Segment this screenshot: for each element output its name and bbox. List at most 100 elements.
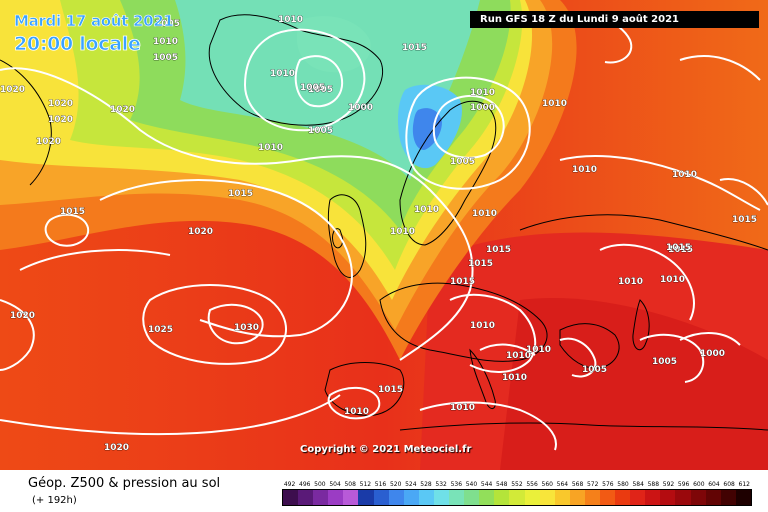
isobar-label: 1010 — [526, 345, 551, 355]
isobar-label: 1010 — [414, 205, 439, 215]
scale-tick-label: 592 — [662, 481, 675, 488]
isobar-1020-edge — [0, 299, 35, 371]
isobar-label: 1005 — [308, 85, 333, 95]
scale-swatch — [283, 490, 299, 505]
scale-swatch — [645, 490, 661, 505]
scale-swatch — [735, 490, 751, 505]
isobar-label: 1010 — [506, 351, 531, 361]
isobar-label: 1020 — [188, 227, 213, 237]
weather-map: 1005 1010 1010 1015 1010 1005 1000 1005 … — [0, 0, 768, 470]
scale-tick-label: 584 — [632, 481, 644, 488]
map-canvas: 1005 1010 1010 1015 1010 1005 1000 1005 … — [0, 0, 768, 470]
isobar-label: 1015 — [228, 189, 253, 199]
copyright-notice: Copyright © 2021 Meteociel.fr — [300, 444, 472, 455]
scale-swatch — [298, 490, 314, 505]
scale-swatch — [494, 490, 510, 505]
isobar-label: 1000 — [470, 103, 495, 113]
isobar-1015-east — [559, 155, 761, 211]
scale-swatch — [584, 490, 600, 505]
isobar-label: 1020 — [110, 105, 135, 115]
scale-swatch — [615, 490, 631, 505]
scale-tick-label: 568 — [571, 481, 584, 488]
scale-swatch — [328, 490, 344, 505]
isobar-label: 1020 — [10, 311, 35, 321]
scale-swatch — [524, 490, 540, 505]
scale-swatch — [343, 490, 359, 505]
isobar-label: 1020 — [36, 137, 61, 147]
greenland-coast — [208, 14, 384, 126]
scale-tick-label: 492 — [283, 481, 296, 488]
isobar-1000-east — [679, 332, 741, 346]
scale-tick-label: 536 — [450, 481, 463, 488]
scale-tick-label: 580 — [617, 481, 629, 488]
isobar-label: 1005 — [308, 126, 333, 136]
isobar-1010-ne — [719, 178, 768, 206]
scale-tick-label: 556 — [526, 481, 538, 488]
isobar-1010-africa — [419, 401, 557, 451]
scale-swatch — [660, 490, 676, 505]
isobar-label: 1015 — [402, 43, 427, 53]
isobar-1020-south — [0, 394, 341, 436]
isobar-label: 1025 — [148, 325, 173, 335]
scandinavia-coast — [399, 100, 497, 246]
isobar-label: 1020 — [48, 115, 73, 125]
scale-tick-label: 596 — [677, 481, 690, 488]
isobar-label: 1015 — [666, 243, 691, 253]
scale-tick-label: 576 — [602, 481, 614, 488]
scale-swatch — [690, 490, 706, 505]
scale-tick-label: 552 — [511, 481, 523, 488]
scale-swatch — [675, 490, 691, 505]
forecast-date: Mardi 17 août 2021 — [14, 12, 174, 31]
color-scale-swatches — [282, 489, 752, 506]
isobar-label: 1015 — [468, 259, 493, 269]
isobar-label: 1010 — [618, 277, 643, 287]
scale-tick-label: 500 — [314, 481, 326, 488]
isobar-label: 1005 — [300, 83, 325, 93]
isobar-label: 1005 — [582, 365, 607, 375]
isobar-label: 1005 — [652, 357, 677, 367]
isobar-label: 1030 — [234, 323, 259, 333]
isobar-label: 1015 — [732, 215, 757, 225]
scale-swatch — [509, 490, 525, 505]
scale-tick-label: 544 — [480, 481, 493, 488]
scale-tick-label: 524 — [405, 481, 417, 488]
product-title: Géop. Z500 & pression au sol — [28, 476, 221, 491]
color-scale-ticks: 492 496 500 504 508 512 516 520 524 528 532 536 540 5… — [282, 480, 752, 489]
isobar-low-greenland — [294, 55, 344, 108]
isobar-label: 1000 — [348, 103, 373, 113]
isobar-label: 1010 — [258, 143, 283, 153]
scale-swatch — [433, 490, 450, 505]
scale-swatch — [599, 490, 616, 505]
isobar-label: 1010 — [390, 227, 415, 237]
isobar-central-1010 — [449, 293, 537, 373]
isobar-1010-east — [599, 243, 695, 321]
scale-tick-label: 512 — [359, 481, 372, 488]
isobar-label: 1020 — [0, 85, 25, 95]
isobar-label: 1005 — [153, 53, 178, 63]
scale-swatch — [388, 490, 404, 505]
isobar-label: 1015 — [486, 245, 511, 255]
isobar-1005-ne — [679, 55, 761, 81]
isobar-label: 1020 — [104, 443, 129, 453]
isobar-label: 1010 — [502, 373, 527, 383]
isobar-label: 1010 — [450, 403, 475, 413]
scale-tick-label: 600 — [693, 481, 705, 488]
isobar-1015-main — [0, 67, 474, 361]
scale-swatch — [403, 490, 419, 505]
scale-swatch — [554, 490, 570, 505]
scale-tick-label: 540 — [465, 481, 478, 488]
legend-bar: Géop. Z500 & pression au sol (+ 192h) 49… — [0, 470, 768, 512]
scale-swatch — [720, 490, 736, 505]
russia-coast — [519, 214, 768, 251]
scale-swatch — [479, 490, 495, 505]
scale-tick-label: 508 — [344, 481, 356, 488]
iberia-coast — [324, 362, 405, 416]
isobar-label: 1010 — [278, 15, 303, 25]
scale-swatch — [358, 490, 374, 505]
scale-tick-label: 496 — [299, 481, 311, 488]
central-europe-coast — [379, 282, 548, 362]
isobar-labels: 1005 1010 1010 1015 1010 1005 1000 1005 … — [0, 15, 757, 454]
scale-swatch — [569, 490, 585, 505]
scale-swatch — [539, 490, 555, 505]
scale-tick-label: 548 — [496, 481, 508, 488]
